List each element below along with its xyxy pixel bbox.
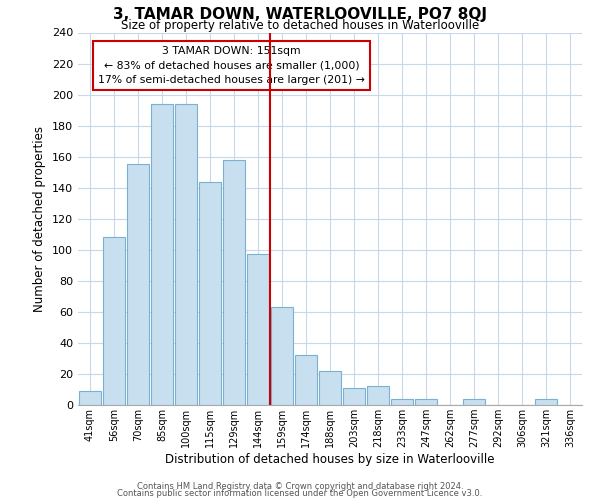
Bar	[223, 160, 245, 405]
Bar	[151, 104, 173, 405]
Bar	[103, 238, 125, 405]
Text: Contains HM Land Registry data © Crown copyright and database right 2024.: Contains HM Land Registry data © Crown c…	[137, 482, 463, 491]
Bar	[295, 356, 317, 405]
Bar	[199, 182, 221, 405]
Bar	[535, 399, 557, 405]
Text: Size of property relative to detached houses in Waterlooville: Size of property relative to detached ho…	[121, 19, 479, 32]
Text: Contains public sector information licensed under the Open Government Licence v3: Contains public sector information licen…	[118, 489, 482, 498]
Bar	[79, 391, 101, 405]
Bar	[247, 254, 269, 405]
Bar	[343, 388, 365, 405]
Y-axis label: Number of detached properties: Number of detached properties	[34, 126, 46, 312]
Bar	[391, 399, 413, 405]
Bar	[319, 371, 341, 405]
X-axis label: Distribution of detached houses by size in Waterlooville: Distribution of detached houses by size …	[165, 453, 495, 466]
Bar	[463, 399, 485, 405]
Text: 3 TAMAR DOWN: 151sqm
← 83% of detached houses are smaller (1,000)
17% of semi-de: 3 TAMAR DOWN: 151sqm ← 83% of detached h…	[98, 46, 365, 85]
Bar	[271, 307, 293, 405]
Bar	[127, 164, 149, 405]
Bar	[175, 104, 197, 405]
Bar	[415, 399, 437, 405]
Text: 3, TAMAR DOWN, WATERLOOVILLE, PO7 8QJ: 3, TAMAR DOWN, WATERLOOVILLE, PO7 8QJ	[113, 8, 487, 22]
Bar	[367, 386, 389, 405]
